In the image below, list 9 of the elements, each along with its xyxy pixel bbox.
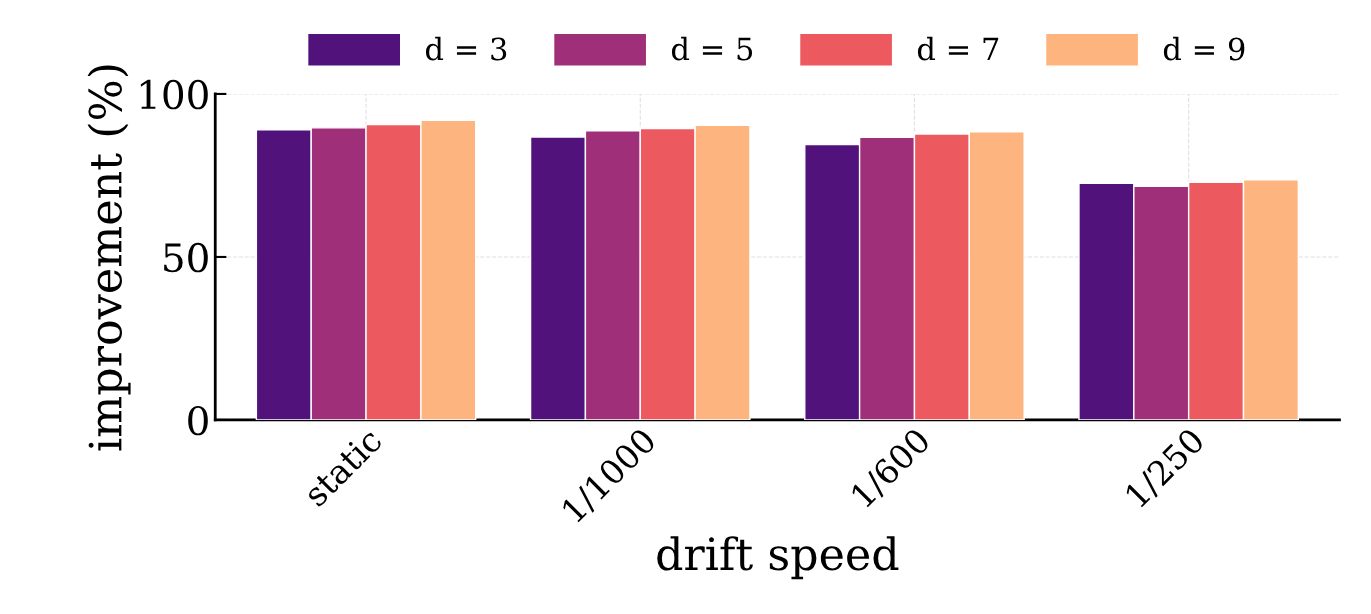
legend-label: d = 9 — [1163, 36, 1245, 61]
y-tick-label: 50 — [164, 242, 208, 273]
legend-label: d = 5 — [671, 36, 753, 61]
y-axis-title: improvement (%) — [87, 65, 131, 451]
legend-label: d = 7 — [917, 36, 999, 61]
y-tick-label: 0 — [188, 405, 208, 436]
y-tick-label: 100 — [140, 79, 208, 110]
x-axis-title: drift speed — [657, 536, 899, 580]
legend-label: d = 3 — [425, 36, 507, 61]
